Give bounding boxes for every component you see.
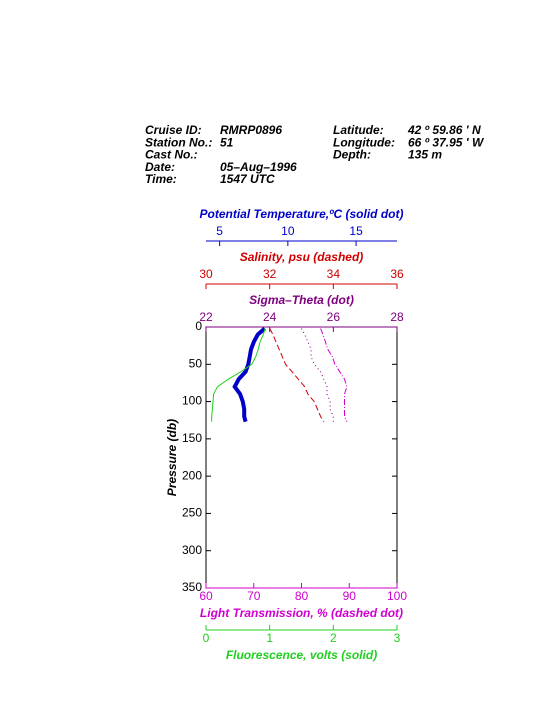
header-value: 42 º 59.86 ' N: [407, 123, 481, 137]
header-key: Cruise ID:: [145, 123, 202, 137]
header-value: 66 º 37.95 ' W: [408, 135, 485, 149]
x-tick-label: 90: [343, 589, 357, 603]
header-value: 1547 UTC: [220, 172, 275, 186]
header-key: Cast No.:: [145, 148, 198, 162]
y-tick-label: 150: [182, 431, 202, 445]
y-tick-label: 0: [195, 319, 202, 333]
x-tick-label: 15: [349, 224, 363, 238]
header-key: Depth:: [333, 148, 371, 162]
x-axis-label: Sigma–Theta (dot): [249, 293, 354, 307]
profile-line: [269, 328, 325, 422]
x-axis-label: Salinity, psu (dashed): [240, 250, 364, 264]
x-tick-label: 5: [216, 224, 223, 238]
x-axis-label: Fluorescence, volts (solid): [226, 648, 377, 662]
x-tick-label: 24: [263, 310, 277, 324]
y-tick-label: 100: [182, 394, 202, 408]
y-tick-label: 300: [182, 543, 202, 557]
x-tick-label: 26: [327, 310, 341, 324]
header-value: 05–Aug–1996: [220, 160, 297, 174]
x-tick-label: 10: [281, 224, 295, 238]
x-tick-label: 80: [295, 589, 309, 603]
x-tick-label: 3: [394, 631, 401, 645]
profile-line: [301, 328, 334, 422]
x-tick-label: 22: [199, 310, 213, 324]
y-tick-label: 250: [182, 506, 202, 520]
header-value: 51: [220, 135, 234, 149]
x-tick-label: 0: [203, 631, 210, 645]
y-tick-label: 50: [189, 356, 203, 370]
y-tick-label: 350: [182, 580, 202, 594]
y-axis-label: Pressure (db): [165, 419, 179, 496]
profile-line: [232, 326, 267, 423]
x-tick-label: 28: [390, 310, 404, 324]
x-axis-label: Light Transmission, % (dashed dot): [200, 606, 403, 620]
header-key: Longitude:: [333, 135, 395, 149]
x-tick-label: 2: [330, 631, 337, 645]
x-axis-label: Potential Temperature,ºC (solid dot): [200, 207, 404, 221]
x-tick-label: 34: [327, 267, 341, 281]
plot-frame: [205, 326, 398, 589]
header-key: Latitude:: [333, 123, 384, 137]
x-tick-label: 100: [387, 589, 407, 603]
header-key: Time:: [145, 172, 177, 186]
header-value: RMRP0896: [220, 123, 282, 137]
header-key: Station No.:: [145, 135, 212, 149]
x-tick-label: 1: [266, 631, 273, 645]
x-tick-label: 32: [263, 267, 277, 281]
x-tick-label: 30: [199, 267, 213, 281]
y-tick-label: 200: [182, 468, 202, 482]
x-tick-label: 60: [199, 589, 213, 603]
header-key: Date:: [145, 160, 175, 174]
x-tick-label: 70: [247, 589, 261, 603]
profile-line: [211, 328, 266, 422]
profile-line: [320, 328, 348, 422]
x-tick-label: 36: [390, 267, 404, 281]
header-value: 135 m: [408, 148, 442, 162]
